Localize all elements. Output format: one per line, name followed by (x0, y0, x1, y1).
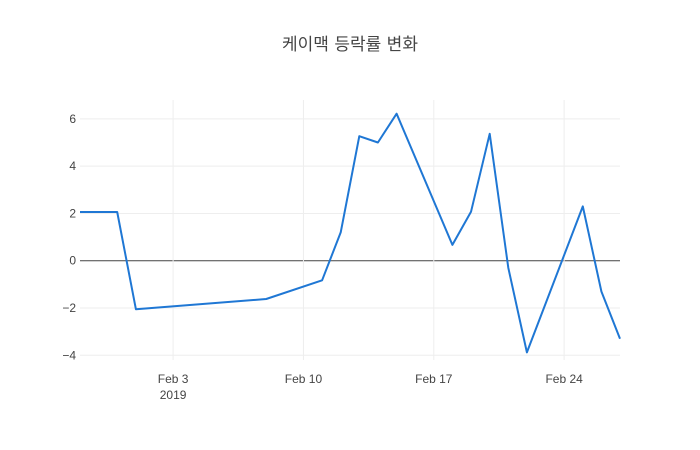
x-tick-label: Feb 10 (285, 372, 323, 386)
grid (80, 100, 620, 360)
x-tick-label: Feb 3 (158, 372, 189, 386)
x-tick-sublabel: 2019 (160, 388, 187, 402)
y-axis-ticks: 6 4 2 0 −2 −4 (62, 112, 76, 362)
series (80, 112, 621, 354)
series-line (80, 112, 621, 354)
x-axis-ticks: Feb 3 2019 Feb 10 Feb 17 Feb 24 (158, 372, 583, 402)
x-tick-label: Feb 17 (415, 372, 453, 386)
chart-title: 케이맥 등락률 변화 (282, 35, 418, 55)
y-tick-label: −4 (62, 348, 76, 362)
y-tick-label: 6 (69, 112, 76, 126)
x-tick-label: Feb 24 (545, 372, 583, 386)
y-tick-label: 0 (69, 254, 76, 268)
y-tick-label: 4 (69, 159, 76, 173)
y-tick-label: −2 (62, 301, 76, 315)
y-tick-label: 2 (69, 206, 76, 220)
